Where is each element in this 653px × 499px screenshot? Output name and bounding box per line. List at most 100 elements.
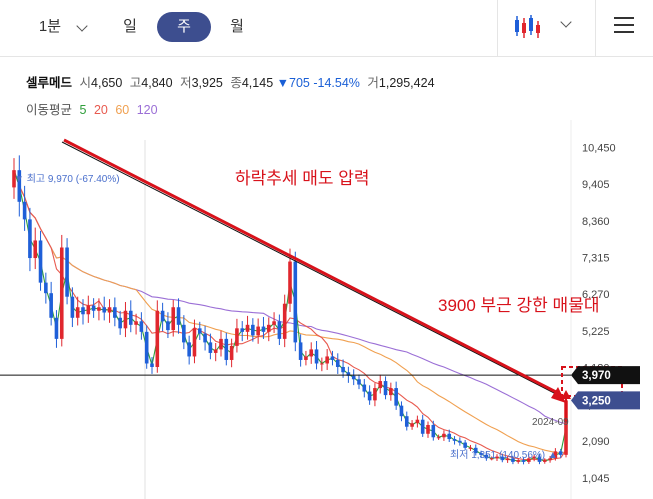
candle-body xyxy=(245,324,250,332)
candle-body xyxy=(128,310,133,325)
ma-20: 20 xyxy=(93,103,108,117)
candle-body xyxy=(362,384,367,392)
price-tag-bg xyxy=(571,366,640,385)
candle-body xyxy=(521,460,526,462)
y-tick-label: 2,090 xyxy=(582,436,610,448)
y-tick-label: 1,045 xyxy=(582,473,610,485)
price-tags: 3,970 3,250 xyxy=(571,366,640,410)
annotation-resistance: 3900 부근 강한 매물대 xyxy=(438,296,599,315)
candle-body xyxy=(373,388,377,401)
candle-body xyxy=(527,458,531,462)
candle-body xyxy=(266,324,271,332)
candle-body xyxy=(542,460,547,462)
moving-average-legend[interactable]: 이동평균 5 20 60 120 xyxy=(26,99,162,118)
candle-body xyxy=(113,307,117,318)
candle-body xyxy=(28,219,32,259)
candle-body xyxy=(213,349,218,353)
candle-body xyxy=(314,349,319,364)
candle-body xyxy=(59,247,64,339)
ma5-line xyxy=(13,170,567,462)
candle-body xyxy=(325,356,329,364)
candle-body xyxy=(511,458,515,462)
candle-body xyxy=(44,282,48,294)
volume-label: 거 xyxy=(367,76,379,90)
ma5-path xyxy=(13,170,567,462)
candle-body xyxy=(272,321,276,325)
downtrend-line xyxy=(63,138,557,394)
candle-body xyxy=(399,405,404,417)
min-marker-arrow: ▲ xyxy=(545,450,558,461)
ma-120: 120 xyxy=(136,103,158,117)
candle-body xyxy=(309,349,314,357)
interval-label: 1분 xyxy=(38,18,62,35)
stock-info-bar: 셀루메드 시4,650 고4,840 저3,925 종4,145 ▼705 -1… xyxy=(26,72,435,91)
chart-type-chevron-icon[interactable] xyxy=(560,16,572,28)
candle-body xyxy=(22,201,27,220)
high-value: 4,840 xyxy=(141,76,173,90)
candle-body xyxy=(70,296,75,318)
change-value: 705 xyxy=(289,76,310,90)
candle-body xyxy=(139,321,144,332)
candle-body xyxy=(293,261,298,343)
candle-body xyxy=(75,307,80,318)
candle-body xyxy=(192,328,197,357)
candle-body xyxy=(144,331,149,364)
min-marker: 최저 1,351 (140.56%) ▲ xyxy=(450,449,558,461)
candle-body xyxy=(224,338,229,360)
candle-body xyxy=(410,423,414,427)
candle-body xyxy=(182,324,186,343)
candle-body xyxy=(426,424,430,434)
price-chart[interactable]: 10,4509,4058,3607,3156,2705,2254,1803,13… xyxy=(0,120,653,499)
toolbar-divider xyxy=(497,0,498,56)
candle-body xyxy=(357,379,361,385)
close-value: 4,145 xyxy=(241,76,274,90)
hamburger-menu-icon[interactable] xyxy=(614,16,634,34)
max-value: 9,970 xyxy=(48,174,73,185)
interval-select[interactable]: 1분 xyxy=(30,12,70,42)
toolbar-divider-2 xyxy=(595,0,596,56)
date-label: 2024-09 xyxy=(532,417,569,428)
ma20-path xyxy=(13,170,567,461)
price-tag-label: 3,250 xyxy=(582,395,611,407)
candle-body xyxy=(351,375,356,380)
candle-body xyxy=(304,356,308,360)
candle-body xyxy=(282,303,287,339)
candle-body xyxy=(452,439,457,441)
candle-body xyxy=(335,359,340,367)
candle-body xyxy=(251,324,255,336)
max-label: 최고 xyxy=(27,173,45,185)
annotation-downtrend: 하락추세 매도 압력 xyxy=(235,169,370,188)
candle-body xyxy=(473,447,478,454)
candle-body xyxy=(97,307,101,311)
candle-body xyxy=(415,419,420,424)
candle-body xyxy=(537,456,542,462)
high-label: 고 xyxy=(129,76,142,90)
candle-body xyxy=(203,333,207,343)
ma-label: 이동평균 xyxy=(26,103,73,117)
candle-body xyxy=(155,310,160,367)
close-label: 종 xyxy=(230,76,242,90)
y-tick-label: 6,270 xyxy=(582,289,610,301)
chevron-down-icon[interactable] xyxy=(76,20,88,32)
candle-body xyxy=(495,456,499,459)
candle-body xyxy=(532,456,536,459)
candle-body xyxy=(33,240,38,259)
y-tick-label: 5,225 xyxy=(582,326,610,338)
candle-body xyxy=(86,305,91,315)
tab-month[interactable]: 월 xyxy=(218,12,256,42)
y-tick-label: 7,315 xyxy=(582,253,610,265)
candle-body xyxy=(150,363,154,367)
tab-week[interactable]: 주 xyxy=(157,12,211,42)
candle-body xyxy=(394,388,398,406)
candle-body xyxy=(171,307,176,331)
stock-name: 셀루메드 xyxy=(26,76,73,90)
candle-body xyxy=(436,437,441,439)
candle-body xyxy=(197,328,202,334)
candle-body xyxy=(123,310,128,329)
candle-body xyxy=(38,240,43,283)
candle-body xyxy=(404,416,409,427)
candlestick-icon[interactable] xyxy=(512,14,542,40)
tab-day[interactable]: 일 xyxy=(112,12,148,42)
candle-body xyxy=(17,170,22,202)
max-marker: ▼ 최고 9,970 (-67.40%) xyxy=(14,173,120,185)
